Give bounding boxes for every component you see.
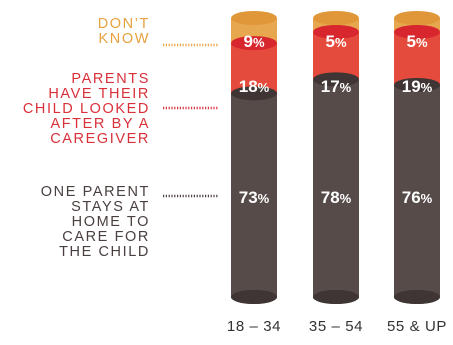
segment-divider-cap [313, 72, 359, 87]
legend-label-caregiver: PARENTS HAVE THEIR CHILD LOOKED AFTER BY… [22, 71, 150, 147]
bar-bottom-cap [231, 290, 277, 304]
bar-value-label: 5% [406, 32, 427, 51]
segment-divider-cap [313, 24, 359, 39]
category-label: 55 & UP [387, 318, 447, 335]
segment-divider-cap [231, 86, 277, 101]
bar-segment [231, 43, 277, 94]
bar-value-label: 76% [402, 188, 433, 207]
bar-top-cap [231, 11, 277, 25]
bar-bottom-cap [313, 290, 359, 304]
bar-segment [394, 31, 440, 85]
category-label: 35 – 54 [309, 318, 363, 335]
bar-value-label: 18% [239, 77, 270, 96]
legend-label-dont-know: DON’T KNOW [97, 16, 150, 47]
bar-top-cap [313, 11, 359, 25]
bar-bottom-cap [394, 290, 440, 304]
bar-value-label: 9% [243, 32, 264, 51]
bar-value-label: 73% [239, 188, 270, 207]
segment-divider-cap [394, 24, 440, 39]
bar-value-label: 17% [321, 77, 352, 96]
bar-segment [394, 84, 440, 298]
category-label: 18 – 34 [227, 318, 281, 335]
bar-value-label: 19% [402, 77, 433, 96]
bar-top-cap [394, 11, 440, 25]
bar-value-label: 5% [325, 32, 346, 51]
bar-segment [313, 79, 359, 297]
bar-segment [231, 93, 277, 297]
bar-value-label: 78% [321, 188, 352, 207]
legend-label-one-parent: ONE PARENT STAYS AT HOME TO CARE FOR THE… [40, 184, 150, 260]
segment-divider-cap [231, 36, 277, 51]
segment-divider-cap [394, 77, 440, 92]
bar-segment [313, 31, 359, 80]
